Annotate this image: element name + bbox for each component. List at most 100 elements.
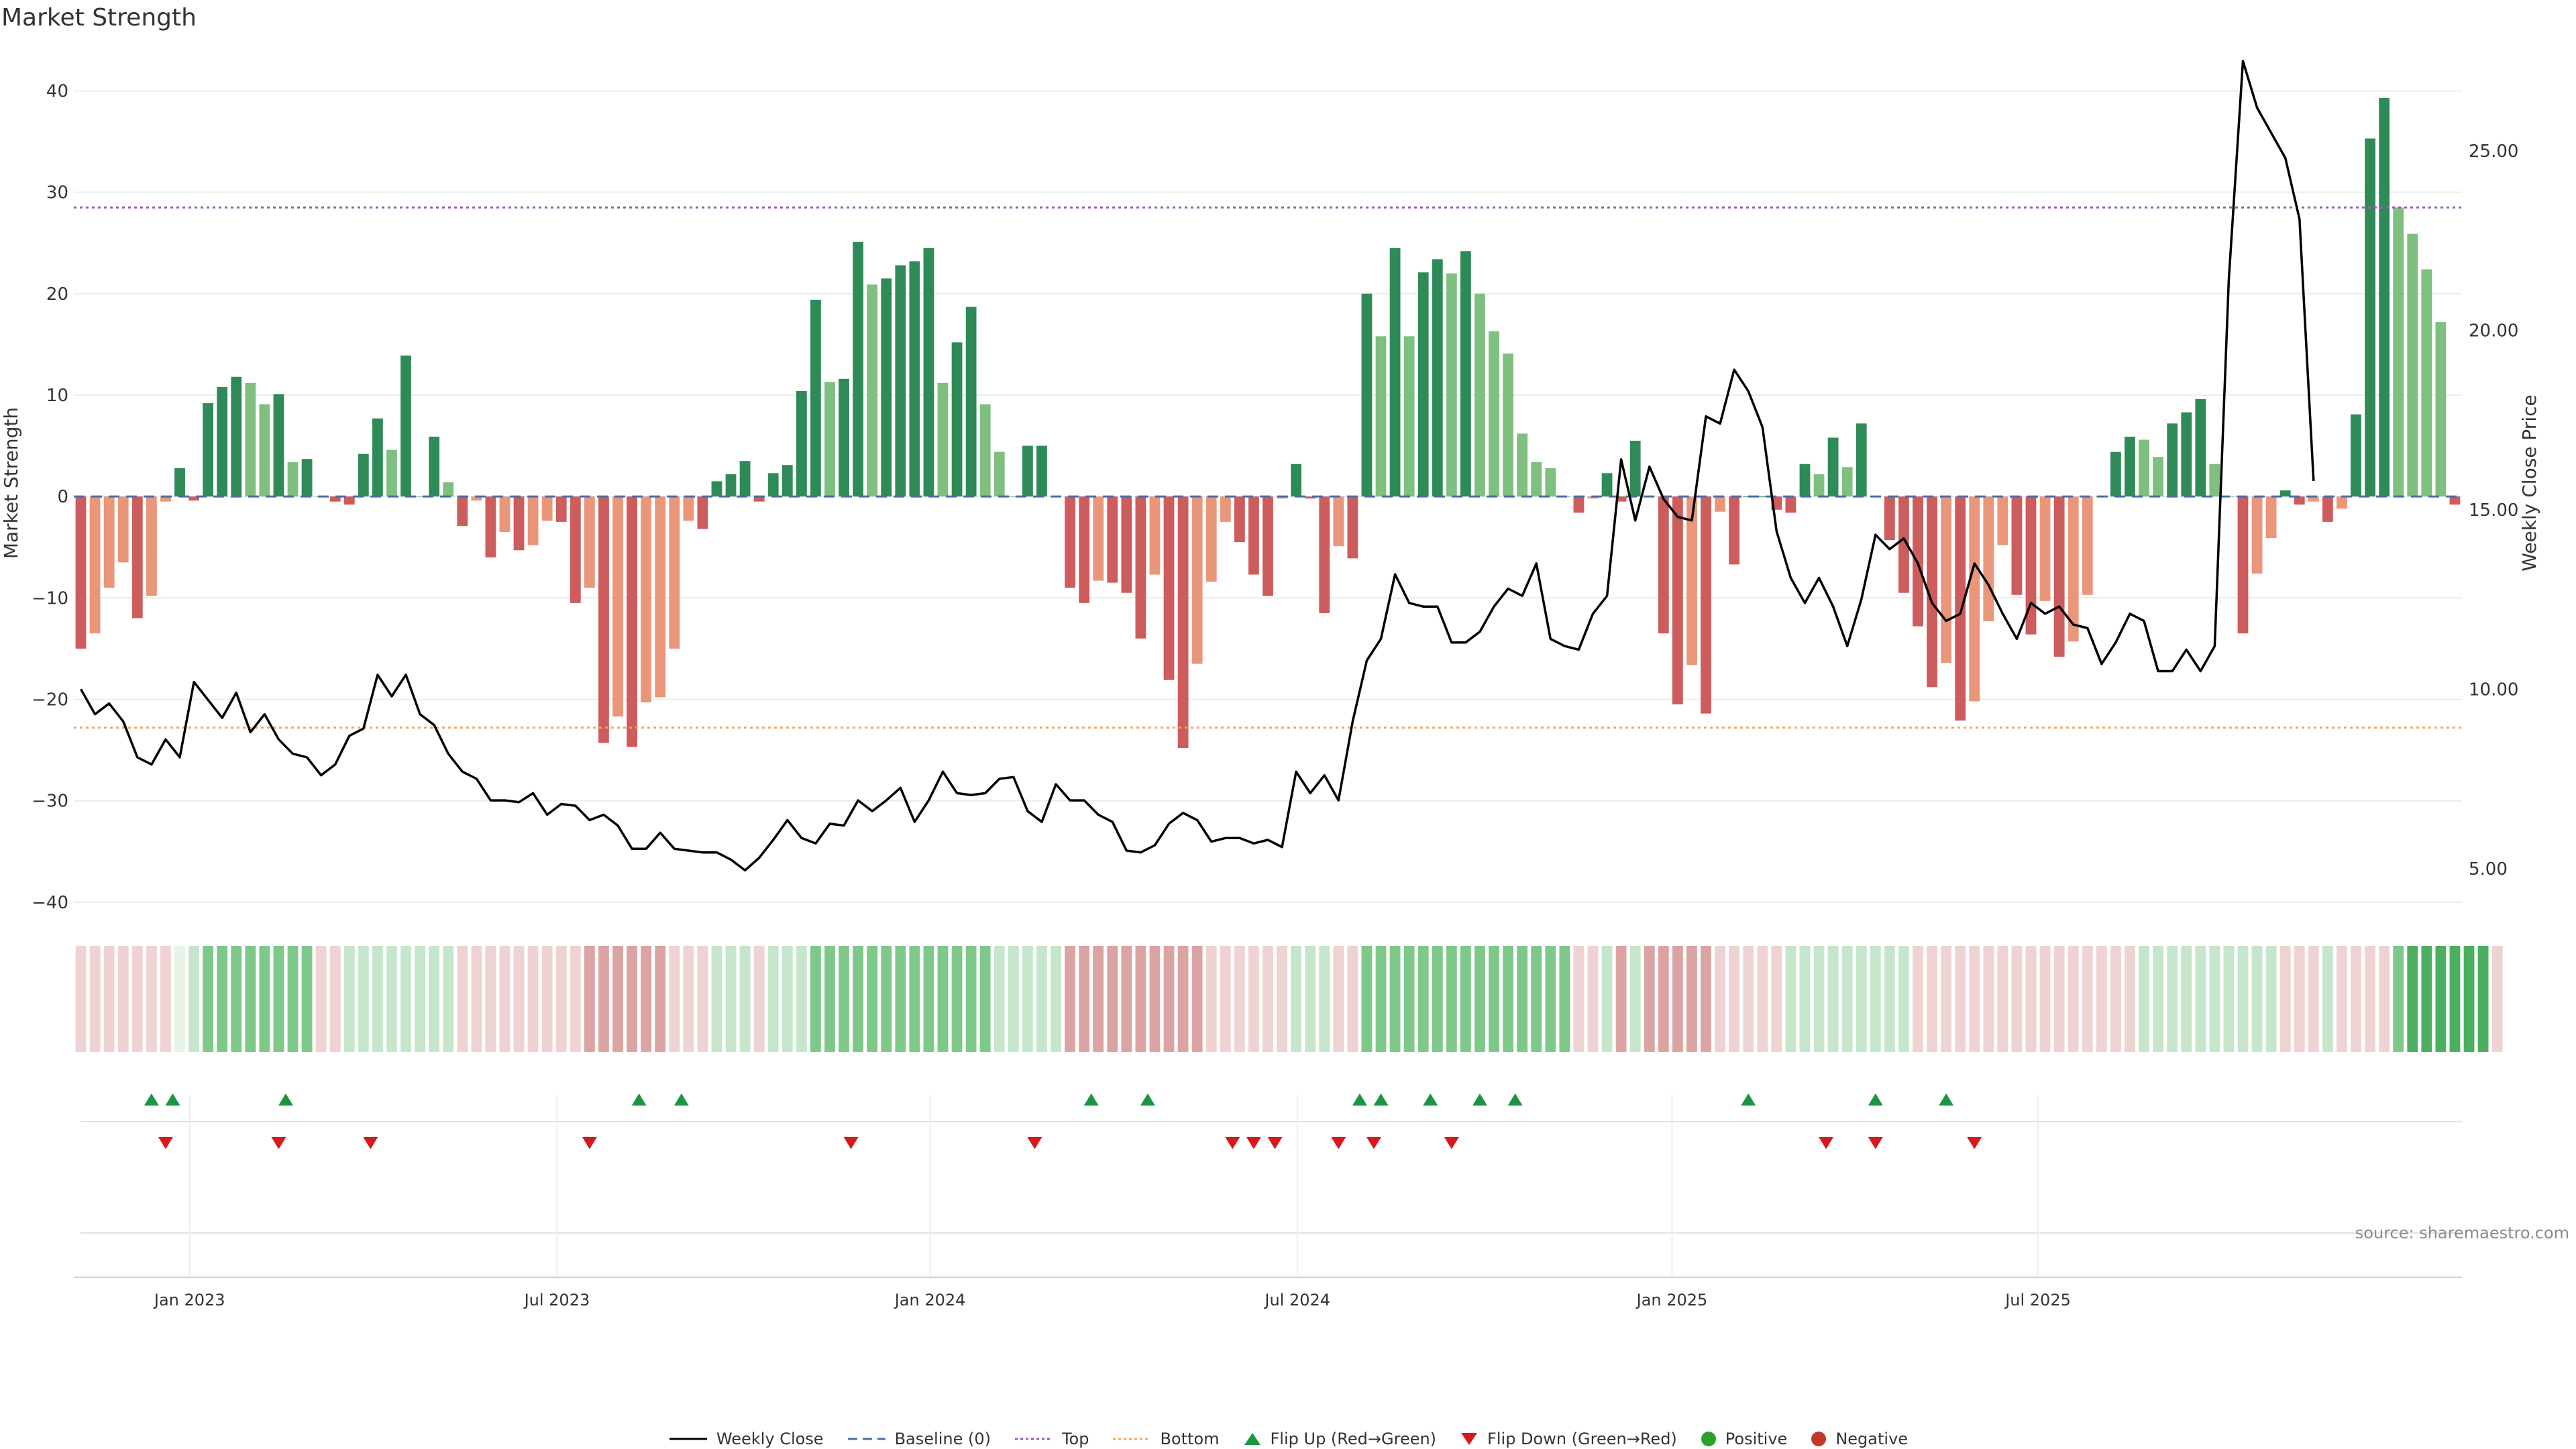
strength-bar <box>1715 496 1725 512</box>
legend-item-bottom: Bottom <box>1112 1430 1220 1448</box>
x-tick-label: Jan 2025 <box>1635 1291 1708 1309</box>
flip-down-marker <box>1967 1137 1982 1149</box>
legend-item-negative: Negative <box>1810 1430 1908 1448</box>
status-cell <box>146 946 157 1052</box>
status-cell <box>923 946 934 1052</box>
strength-bar <box>1065 496 1075 588</box>
strength-bar <box>1417 272 1429 497</box>
status-cell <box>1177 946 1189 1052</box>
status-cell <box>1248 946 1259 1052</box>
strength-bar <box>2053 496 2065 657</box>
flip-up-icon <box>1244 1433 1260 1445</box>
status-cell <box>1022 946 1033 1052</box>
status-cell <box>1715 946 1725 1052</box>
status-cell <box>1841 946 1853 1052</box>
status-cell <box>343 946 355 1052</box>
strength-bar <box>909 261 920 497</box>
strength-bar <box>174 468 185 497</box>
status-cell <box>231 946 242 1052</box>
strength-bar <box>669 496 680 649</box>
status-cell <box>2195 946 2206 1052</box>
strength-bar <box>513 496 525 551</box>
strength-bar <box>485 496 496 557</box>
strength-bar <box>1997 496 2008 545</box>
status-cell <box>669 946 680 1052</box>
status-cell <box>1729 946 1740 1052</box>
strength-bar <box>1248 496 1259 575</box>
flip-down-icon <box>1461 1433 1478 1445</box>
status-cell <box>1121 946 1132 1052</box>
status-cell <box>315 946 327 1052</box>
status-cell <box>951 946 963 1052</box>
strength-bar <box>598 496 609 743</box>
strength-bar <box>1969 496 1980 702</box>
flip-down-marker <box>1444 1137 1459 1149</box>
status-cell <box>1305 946 1316 1052</box>
status-cell <box>2421 946 2432 1052</box>
x-tick-label: Jul 2025 <box>2004 1291 2071 1309</box>
status-cell <box>2209 946 2220 1052</box>
strength-bar <box>1601 473 1613 497</box>
strength-bars <box>75 98 2461 748</box>
strength-bar <box>1347 496 1358 559</box>
flip-down-marker <box>1366 1137 1381 1149</box>
status-cell <box>2407 946 2418 1052</box>
status-cell <box>1517 946 1528 1052</box>
strength-bar <box>231 376 242 497</box>
strength-bar <box>1277 496 1287 499</box>
status-cell <box>881 946 892 1052</box>
strength-bar <box>541 496 553 521</box>
status-cell <box>89 946 101 1052</box>
strength-bar <box>1263 496 1273 596</box>
status-cell <box>697 946 708 1052</box>
status-cell <box>810 946 821 1052</box>
status-cell <box>1277 946 1287 1052</box>
status-cell <box>2449 946 2461 1052</box>
status-cell <box>1065 946 1075 1052</box>
status-cell <box>1347 946 1358 1052</box>
status-cell <box>203 946 214 1052</box>
status-cell <box>499 946 511 1052</box>
status-cell <box>1771 946 1782 1052</box>
status-cell <box>641 946 652 1052</box>
status-cell <box>1205 946 1217 1052</box>
status-cell <box>527 946 539 1052</box>
status-cell <box>853 946 864 1052</box>
strength-bar <box>2251 496 2263 574</box>
status-cell <box>1969 946 1980 1052</box>
strength-bar <box>429 436 440 497</box>
flip-up-marker <box>1741 1093 1756 1106</box>
flip-down-marker <box>363 1137 378 1149</box>
strength-bar <box>2449 496 2461 505</box>
status-cell <box>1432 946 1443 1052</box>
status-cell <box>1545 946 1556 1052</box>
strength-bar <box>1234 496 1245 543</box>
strength-bar <box>301 459 313 497</box>
y2-tick-label: 5.00 <box>2469 859 2508 879</box>
strength-bar <box>1291 464 1302 497</box>
strength-bar <box>1333 496 1344 547</box>
status-cell <box>2463 946 2475 1052</box>
status-cell <box>2181 946 2192 1052</box>
strength-bar <box>2379 98 2390 497</box>
status-cell <box>627 946 637 1052</box>
strength-bar <box>1813 474 1825 497</box>
status-cell <box>1474 946 1485 1052</box>
flip-down-marker <box>1267 1137 1283 1149</box>
status-cell <box>1319 946 1330 1052</box>
strength-bar <box>951 342 963 497</box>
status-cell <box>301 946 313 1052</box>
strength-bar <box>839 378 849 497</box>
strength-bar <box>372 418 383 497</box>
flip-up-marker <box>1352 1093 1367 1106</box>
strength-bar <box>739 461 751 497</box>
status-cell <box>753 946 765 1052</box>
strength-bar <box>89 496 101 634</box>
status-cell <box>1417 946 1429 1052</box>
x-tick-label: Jan 2023 <box>153 1291 225 1309</box>
strength-bar <box>217 386 228 497</box>
status-cell <box>979 946 991 1052</box>
strength-bar <box>2365 138 2375 497</box>
legend-item-flip-down: Flip Down (Green→Red) <box>1459 1430 1677 1448</box>
flip-up-marker <box>1472 1093 1487 1106</box>
